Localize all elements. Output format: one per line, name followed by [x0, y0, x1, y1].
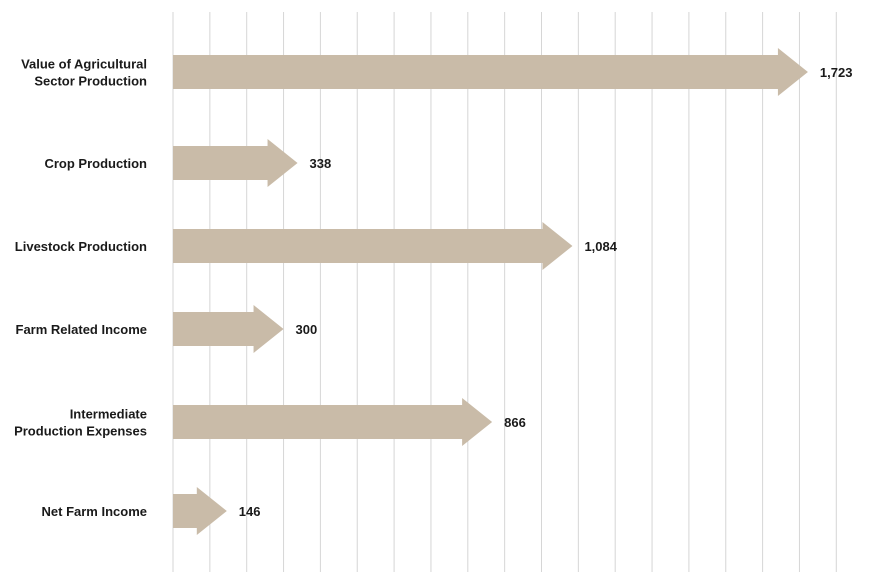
bar-1 [173, 139, 298, 187]
category-label-0: Value of Agricultural Sector Production [21, 57, 147, 89]
bar-3 [173, 305, 284, 353]
value-label-2: 1,084 [584, 239, 617, 254]
value-label-3: 300 [296, 322, 318, 337]
category-label-1: Crop Production [44, 156, 147, 171]
grid-lines [172, 12, 837, 572]
value-label-5: 146 [239, 504, 261, 519]
category-label-4: Intermediate Production Expenses [14, 407, 147, 439]
value-label-0: 1,723 [820, 65, 853, 80]
category-label-2: Livestock Production [15, 239, 147, 254]
category-label-5: Net Farm Income [42, 504, 147, 519]
bar-0 [173, 48, 808, 96]
category-labels: Value of Agricultural Sector Production Cr… [14, 57, 147, 520]
bar-2 [173, 222, 573, 270]
category-label-3: Farm Related Income [16, 322, 148, 337]
value-label-4: 866 [504, 415, 526, 430]
value-label-1: 338 [310, 156, 332, 171]
bar-5 [173, 487, 227, 535]
bars [173, 48, 808, 535]
value-labels: 1,723 338 1,084 300 866 146 [239, 65, 853, 519]
bar-4 [173, 398, 493, 446]
